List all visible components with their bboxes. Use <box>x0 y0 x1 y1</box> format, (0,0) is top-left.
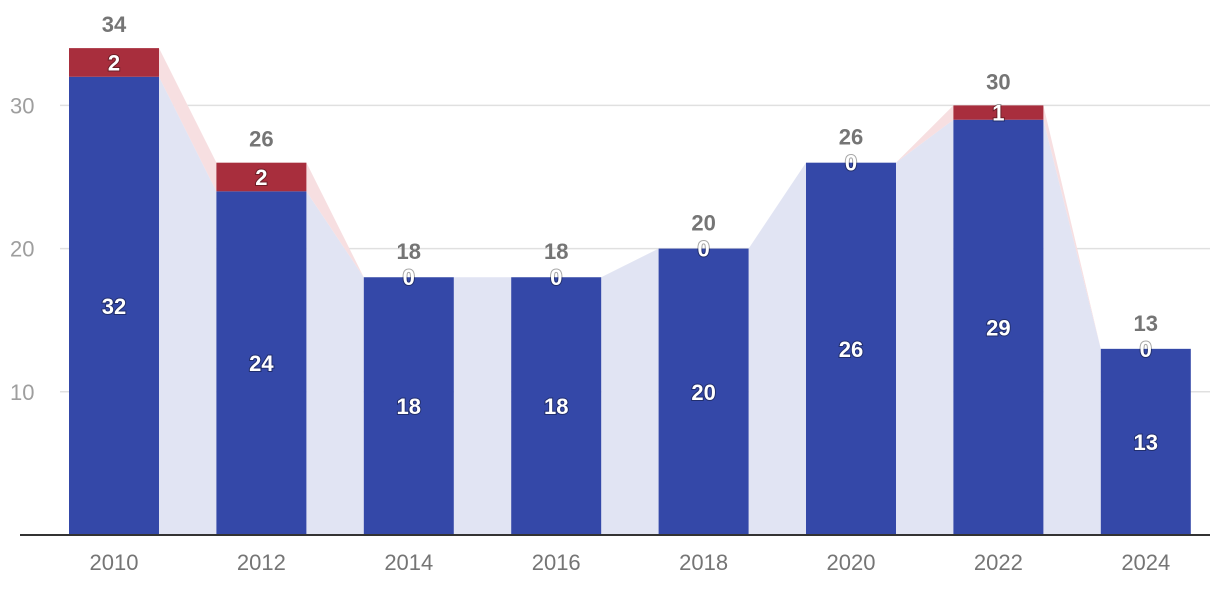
x-tick-label: 2014 <box>384 550 433 575</box>
connector-areas <box>159 48 1101 535</box>
data-label-series-2: 0 <box>403 265 415 290</box>
x-tick-label: 2010 <box>90 550 139 575</box>
x-tick-label: 2020 <box>827 550 876 575</box>
bar-series-1 <box>216 191 307 535</box>
data-label-series-1: 26 <box>839 337 863 362</box>
data-label-total: 26 <box>249 127 273 152</box>
y-tick-label: 30 <box>10 93 34 118</box>
x-tick-label: 2024 <box>1121 550 1170 575</box>
connector-area-series-2 <box>896 105 954 163</box>
bar-series-2 <box>953 105 1044 120</box>
data-label-series-1: 13 <box>1134 430 1158 455</box>
data-label-series-1: 29 <box>986 315 1010 340</box>
connector-area-series-1 <box>159 76 217 535</box>
bar-series-1 <box>511 277 602 535</box>
connector-area-series-1 <box>601 248 659 535</box>
bar-series-2 <box>216 162 307 192</box>
data-label-total: 18 <box>397 239 421 264</box>
data-label-series-1: 18 <box>397 394 421 419</box>
data-label-series-2: 0 <box>845 151 857 176</box>
bar-series-2 <box>69 48 159 77</box>
data-label-total: 34 <box>102 12 127 37</box>
data-label-total: 20 <box>691 211 715 236</box>
bar-series-1 <box>363 277 454 535</box>
connector-area-series-2 <box>306 162 364 278</box>
data-label-series-1: 32 <box>102 294 126 319</box>
data-label-series-2: 2 <box>108 50 120 75</box>
x-tick-label: 2016 <box>532 550 581 575</box>
data-label-total: 13 <box>1134 311 1158 336</box>
data-label-series-2: 0 <box>550 265 562 290</box>
bar-series-1 <box>953 119 1044 535</box>
connector-area-series-1 <box>306 191 364 535</box>
y-tick-label: 10 <box>10 380 34 405</box>
data-label-series-2: 1 <box>992 101 1004 126</box>
x-tick-label: 2018 <box>679 550 728 575</box>
x-tick-label: 2022 <box>974 550 1023 575</box>
data-label-total: 18 <box>544 239 568 264</box>
bar-series-1 <box>806 162 896 535</box>
x-axis-tick-labels: 2010 2012 2014 2016 2018 2020 2022 2024 <box>90 550 1171 575</box>
data-label-series-2: 0 <box>697 237 709 262</box>
data-label-total: 26 <box>839 125 863 150</box>
connector-area-series-1 <box>896 119 954 535</box>
data-label-total: 30 <box>986 69 1010 94</box>
connector-area-series-2 <box>159 48 217 192</box>
y-tick-label: 20 <box>10 237 34 262</box>
bar-series-1 <box>69 76 159 535</box>
bar-series-1 <box>1100 348 1191 535</box>
data-label-series-1: 20 <box>691 380 715 405</box>
data-label-series-2: 0 <box>1140 337 1152 362</box>
data-label-series-2: 2 <box>255 165 267 190</box>
connector-area-series-1 <box>1043 119 1101 535</box>
connector-area-series-1 <box>748 162 806 535</box>
x-tick-label: 2012 <box>237 550 286 575</box>
y-axis-tick-labels: 10 20 30 <box>10 93 34 404</box>
bar-series-1 <box>658 248 749 535</box>
data-label-series-1: 18 <box>544 394 568 419</box>
bars <box>69 48 1191 535</box>
data-label-series-1: 24 <box>249 351 274 376</box>
connector-area-series-2 <box>1043 105 1101 349</box>
connector-area-series-1 <box>453 277 512 535</box>
